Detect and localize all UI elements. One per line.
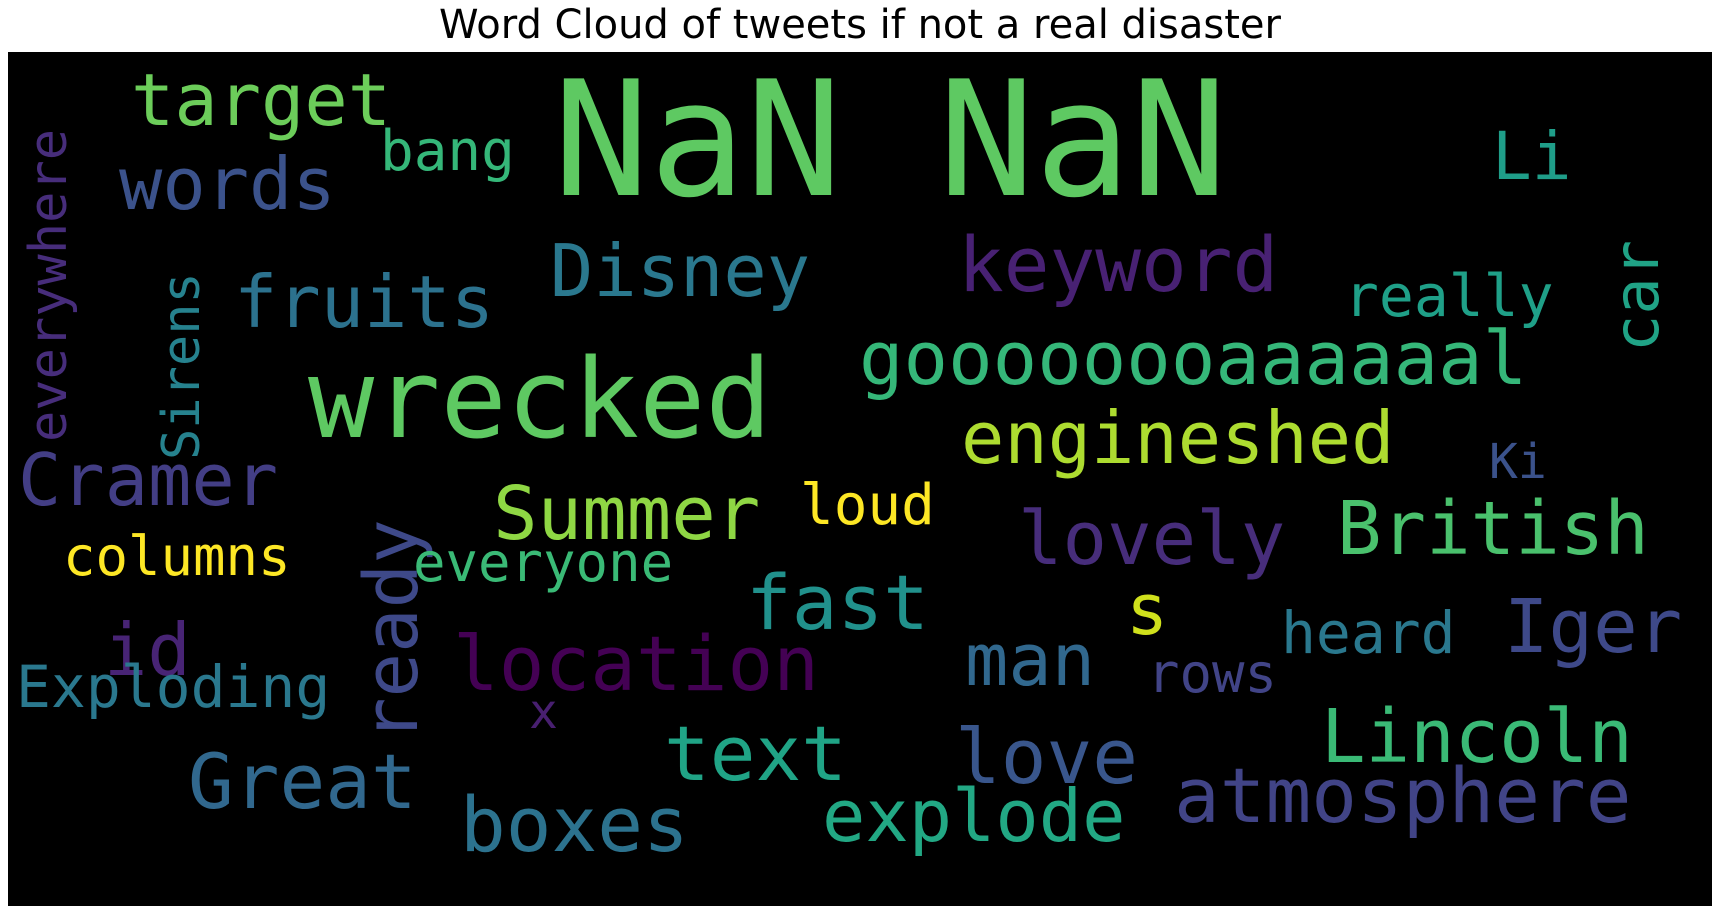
word-words: words	[119, 142, 336, 226]
word-x: x	[529, 684, 558, 740]
word-ki: Ki	[1489, 434, 1547, 490]
word-car: car	[1600, 240, 1673, 352]
word-location: location	[453, 619, 820, 708]
word-great: Great	[188, 737, 417, 826]
word-keyword: keyword	[958, 220, 1279, 309]
word-boxes: boxes	[460, 780, 689, 869]
word-heard: heard	[1281, 599, 1456, 667]
word-man: man	[965, 618, 1096, 702]
word-target: target	[131, 58, 392, 142]
word-everywhere: everywhere	[19, 128, 79, 442]
word-fruits: fruits	[234, 260, 495, 344]
word-explode: explode	[822, 774, 1126, 858]
word-cramer: Cramer	[18, 438, 279, 522]
word-fast: fast	[746, 558, 930, 647]
word-id: id	[104, 608, 191, 692]
word-iger: Iger	[1504, 584, 1683, 670]
word-cloud-image: NaN NaN target words bang Li everywhere …	[8, 52, 1712, 906]
word-li: Li	[1492, 118, 1572, 195]
word-bang: bang	[380, 119, 515, 184]
word-nan-nan: NaN NaN	[553, 52, 1228, 233]
word-atmosphere: atmosphere	[1174, 751, 1632, 840]
word-everyone: everyone	[413, 531, 674, 594]
word-loud: loud	[800, 473, 935, 538]
word-exploding: Exploding	[16, 653, 331, 721]
word-wrecked: wrecked	[308, 335, 772, 463]
word-text: text	[664, 709, 848, 798]
word-really: really	[1344, 262, 1554, 330]
word-british: British	[1337, 486, 1649, 572]
word-columns: columns	[63, 525, 291, 588]
word-rows: rows	[1147, 642, 1278, 705]
page-title: Word Cloud of tweets if not a real disas…	[439, 2, 1281, 48]
word-love: love	[955, 712, 1139, 801]
word-sirens: Sirens	[152, 272, 212, 460]
word-lincoln: Lincoln	[1321, 694, 1633, 780]
word-lovely: lovely	[1018, 496, 1286, 582]
word-s: s	[1126, 569, 1169, 651]
word-engineshed: engineshed	[961, 396, 1395, 480]
word-goooooooaaaaaal: goooooooaaaaaal	[859, 316, 1528, 402]
word-disney: Disney	[550, 229, 811, 313]
word-summer: Summer	[493, 471, 761, 557]
